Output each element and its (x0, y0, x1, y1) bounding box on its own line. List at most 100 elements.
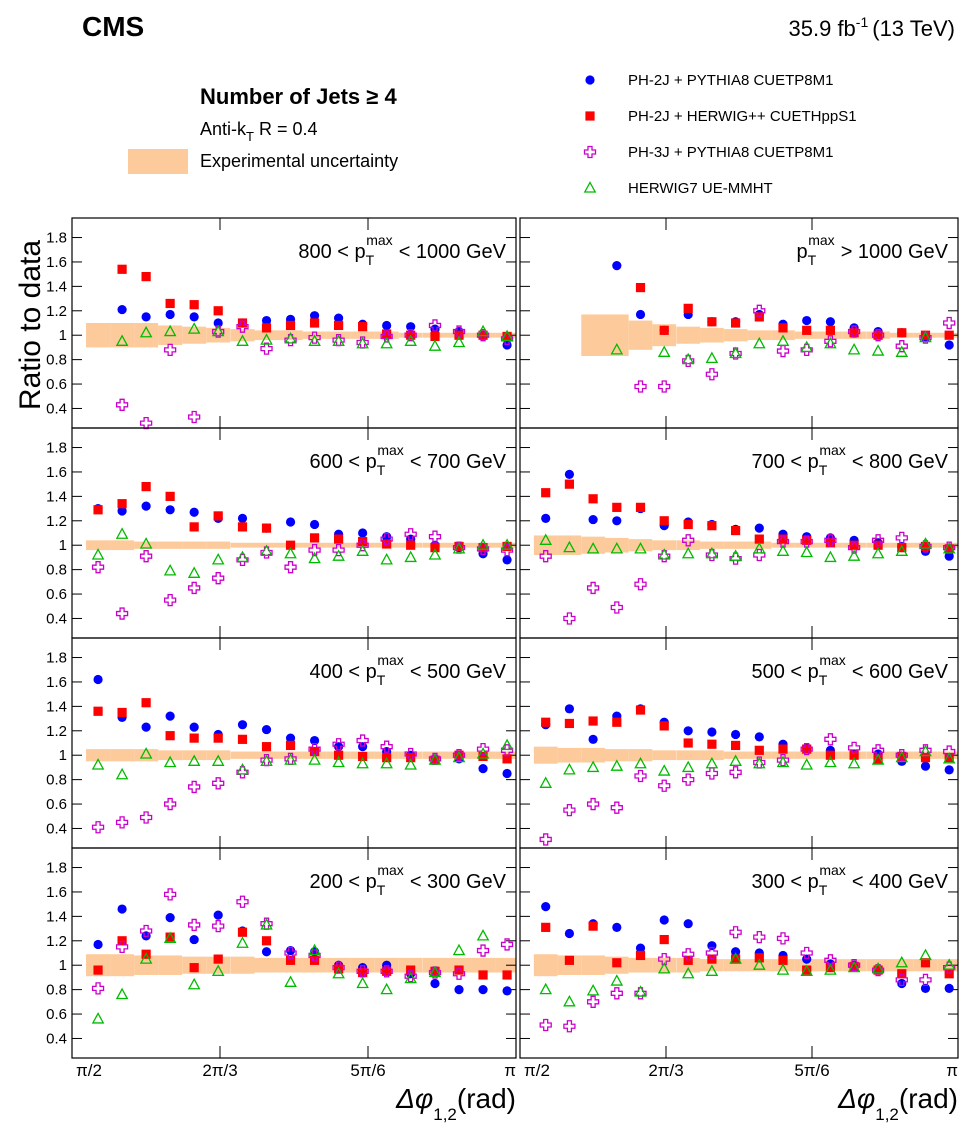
marker-square (358, 751, 368, 762)
marker-circle (93, 939, 103, 950)
marker-cross (847, 325, 861, 338)
y-tick-label: 1.8 (46, 860, 67, 877)
marker-triangle (236, 334, 249, 346)
marker-square (825, 325, 836, 335)
marker-cross (776, 344, 790, 358)
marker-triangle (284, 546, 297, 559)
marker-circle (754, 523, 764, 533)
marker-square (358, 322, 368, 332)
marker-circle (309, 311, 320, 321)
marker-square (358, 536, 368, 547)
y-tick-label: 0.8 (46, 562, 67, 579)
label-text: 200 < p (310, 871, 377, 893)
label-superscript: max (377, 442, 403, 458)
y-tick-label: 0.4 (46, 820, 67, 837)
marker-triangle (919, 330, 932, 343)
marker-triangle (211, 553, 225, 565)
marker-triangle (753, 542, 766, 554)
marker-triangle (163, 324, 177, 337)
uncertainty-band (889, 959, 914, 972)
marker-square (141, 272, 151, 282)
uncertainty-band (652, 540, 677, 551)
marker-cross (871, 329, 885, 342)
marker-triangle (284, 753, 297, 765)
uncertainty-band (723, 541, 748, 549)
marker-square (93, 706, 103, 716)
panel-label: 600 < pTmax < 700 GeV (310, 442, 507, 478)
marker-cross (404, 970, 417, 983)
marker-square (920, 330, 931, 340)
y-tick-label: 0.6 (46, 586, 67, 603)
y-tick-label: 0.4 (46, 1030, 67, 1047)
marker-triangle (115, 987, 129, 1000)
y-tick-label: 1.8 (46, 650, 67, 667)
uncertainty-band (604, 537, 629, 553)
marker-circle (141, 501, 151, 511)
x-axis-label: Δφ1,2(rad) (837, 1083, 958, 1124)
uncertainty-band (700, 541, 724, 549)
marker-triangle (776, 963, 790, 975)
label-superscript: max (808, 232, 834, 248)
label-text: 800 < p (298, 241, 365, 263)
label-text: < 300 GeV (410, 871, 507, 893)
marker-square (454, 965, 464, 975)
marker-circle (478, 764, 488, 774)
marker-square (213, 306, 223, 316)
y-tick-label: 0.6 (46, 796, 67, 813)
panel-label: 700 < pTmax < 800 GeV (752, 442, 949, 478)
marker-square (873, 330, 883, 340)
marker-square (659, 516, 669, 526)
uncertainty-band (628, 749, 653, 762)
x-label-symbol: Δφ (395, 1083, 433, 1114)
marker-cross (404, 747, 417, 761)
marker-cross (428, 530, 442, 543)
marker-triangle (539, 533, 553, 545)
marker-square (454, 750, 464, 760)
marker-triangle (634, 985, 647, 997)
marker-square (502, 331, 512, 342)
marker-cross (729, 552, 742, 565)
uncertainty-band (230, 542, 255, 548)
marker-square (707, 739, 717, 749)
marker-triangle (308, 753, 321, 765)
marker-square (588, 921, 598, 931)
uncertainty-band (557, 747, 582, 763)
marker-triangle (452, 542, 466, 554)
marker-square (944, 330, 954, 340)
marker-cross (91, 982, 105, 995)
marker-square (237, 522, 248, 532)
marker-cross (260, 342, 273, 355)
marker-cross (824, 954, 837, 967)
marker-triangle (871, 546, 885, 559)
marker-circle (285, 517, 296, 527)
marker-square (730, 318, 741, 328)
marker-triangle (163, 931, 177, 943)
y-tick-label: 0.4 (46, 610, 67, 627)
marker-cross (729, 926, 742, 939)
marker-square (778, 534, 788, 544)
uncertainty-band (86, 540, 111, 551)
marker-square (944, 544, 954, 554)
marker-square (585, 111, 595, 121)
y-tick-label: 0.8 (46, 352, 67, 369)
marker-cross (824, 733, 837, 746)
marker-circle (564, 928, 575, 939)
marker-triangle (539, 982, 553, 995)
marker-square (564, 718, 575, 729)
marker-circle (541, 902, 551, 912)
marker-cross (380, 965, 393, 978)
marker-cross (188, 581, 201, 595)
marker-cross (895, 973, 908, 987)
uncertainty-band (182, 326, 207, 344)
marker-cross (452, 749, 466, 762)
uncertainty-band (447, 957, 472, 973)
marker-cross (404, 528, 417, 541)
uncertainty-band (747, 330, 772, 341)
y-tick-label: 1.4 (46, 908, 67, 925)
marker-cross (753, 304, 766, 317)
uncertainty-band (86, 749, 111, 762)
uncertainty-band (676, 326, 701, 344)
marker-triangle (895, 750, 909, 763)
marker-square (430, 755, 440, 765)
